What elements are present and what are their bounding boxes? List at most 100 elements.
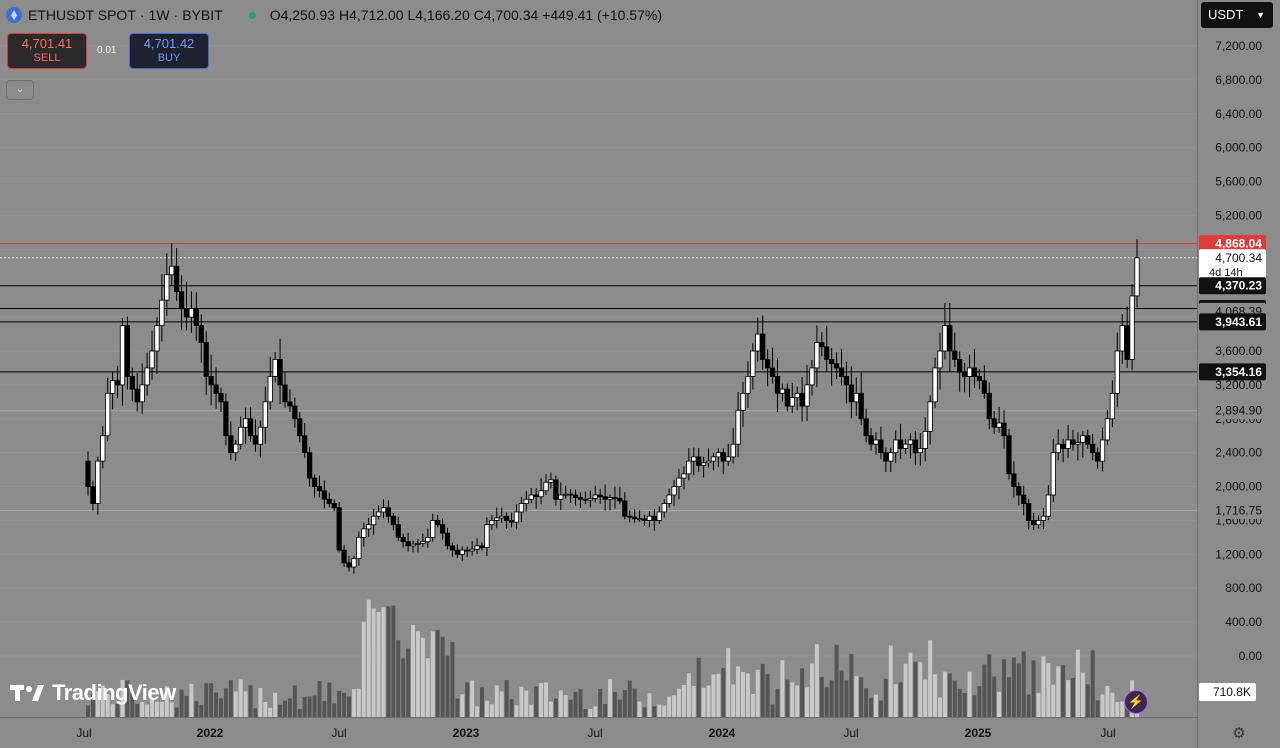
volume-bar <box>312 695 317 717</box>
candle-body <box>203 342 209 377</box>
volume-bar <box>908 652 913 717</box>
candle-body <box>262 401 268 428</box>
volume-bar <box>711 674 716 717</box>
candle-body <box>843 376 850 386</box>
interval: 1W <box>148 7 170 23</box>
volume-bar <box>637 701 642 717</box>
candle-body <box>114 380 121 386</box>
candle-body <box>976 376 983 382</box>
candle-body <box>553 479 559 500</box>
price-marker-box <box>1199 363 1266 381</box>
volume-bar <box>1100 694 1105 717</box>
volume-bar <box>701 687 706 717</box>
sell-button[interactable]: 4,701.41 SELL <box>7 33 87 69</box>
volume-bar <box>800 668 805 717</box>
candle-body <box>632 516 638 520</box>
volume-bar <box>287 698 292 717</box>
volume-bar <box>209 683 214 717</box>
volume-bar <box>218 698 223 717</box>
volume-bar <box>465 682 470 717</box>
volume-bar <box>1051 684 1056 717</box>
buy-button[interactable]: 4,701.42 BUY <box>129 33 209 69</box>
price-tick-label: 6,000.00 <box>1215 141 1262 155</box>
candle-body <box>774 376 781 394</box>
volume-bar <box>110 704 115 717</box>
lightning-icon[interactable]: ⚡ <box>1124 690 1148 714</box>
volume-bar <box>977 686 982 717</box>
candle-body <box>627 515 633 518</box>
volume-bar <box>608 679 613 717</box>
gear-icon[interactable]: ⚙ <box>1232 725 1246 742</box>
volume-bar <box>558 690 563 717</box>
volume-bar <box>164 686 169 717</box>
volume-bar <box>790 682 795 717</box>
volume-bar <box>115 703 120 717</box>
price-marker-label: 4,370.23 <box>1215 279 1262 293</box>
candle-body <box>582 498 589 501</box>
volume-bar <box>657 704 662 717</box>
candle-body <box>548 479 554 483</box>
volume-bar <box>1046 663 1051 717</box>
volume-bar <box>947 673 952 717</box>
candle-body <box>740 392 746 411</box>
volume-bar <box>957 688 962 717</box>
volume-bar <box>332 703 337 717</box>
candle-body <box>282 384 288 403</box>
candles <box>85 239 1140 574</box>
candle-body <box>991 418 997 428</box>
time-tick-label: Jul <box>331 726 346 740</box>
volume-bar <box>204 683 209 717</box>
volume-bar <box>647 693 652 717</box>
candle-body <box>651 515 657 521</box>
volume-bar <box>243 691 248 717</box>
volume-bar <box>307 696 312 717</box>
volume-bar <box>145 704 150 717</box>
volume-bar <box>829 680 834 717</box>
spread-value: 0.01 <box>97 45 117 56</box>
candle-body <box>233 443 239 454</box>
candle-body <box>1104 418 1111 441</box>
candle-body <box>499 515 505 519</box>
candle-body <box>228 435 234 454</box>
candle-body <box>543 481 549 492</box>
volume-bar <box>189 683 194 717</box>
currency-select[interactable]: USDT ▼ <box>1201 2 1273 28</box>
volume-bar <box>809 663 814 717</box>
candle-body <box>489 520 495 526</box>
time-axis: Jul 2022 Jul 2023 Jul 2024 Jul 2025 Jul <box>76 726 1115 740</box>
volume-bar <box>888 645 893 717</box>
volume-bar <box>90 693 95 717</box>
price-marker-label: 3,354.16 <box>1215 365 1262 379</box>
volume-bar <box>519 686 524 717</box>
candle-body <box>223 401 229 437</box>
candle-body <box>444 532 451 547</box>
candle-body <box>316 486 323 492</box>
horizontal-levels <box>0 242 1197 512</box>
symbol-header[interactable]: ETHUSDT SPOT · 1W · BYBIT O4,250.93 H4,7… <box>6 4 662 26</box>
price-marker-label: 4,868.04 <box>1215 237 1262 251</box>
collapse-button[interactable]: ⌄ <box>6 80 34 100</box>
volume-bar <box>745 673 750 717</box>
volume-bar <box>839 670 844 717</box>
candle-body <box>1065 439 1071 449</box>
candle-body <box>1021 494 1027 504</box>
volume-marker-label: 710.8K <box>1213 685 1251 699</box>
volume-bar <box>386 606 391 717</box>
candle-body <box>893 439 899 454</box>
volume-bar <box>342 692 347 717</box>
volume-bar <box>672 695 677 717</box>
candle-body <box>267 376 273 403</box>
volume-bar <box>86 705 90 717</box>
candle-body <box>701 462 707 466</box>
symbol-name: ETHUSDT SPOT <box>28 7 136 23</box>
candle-body <box>538 490 544 498</box>
volume-bar <box>548 701 553 717</box>
volume-bar <box>494 685 499 717</box>
volume-bar <box>440 636 445 717</box>
candle-body <box>1006 435 1012 475</box>
candle-body <box>1109 392 1115 420</box>
chevron-down-icon: ▼ <box>1256 10 1265 20</box>
volume-bar <box>381 607 386 717</box>
candle-body <box>336 507 342 551</box>
